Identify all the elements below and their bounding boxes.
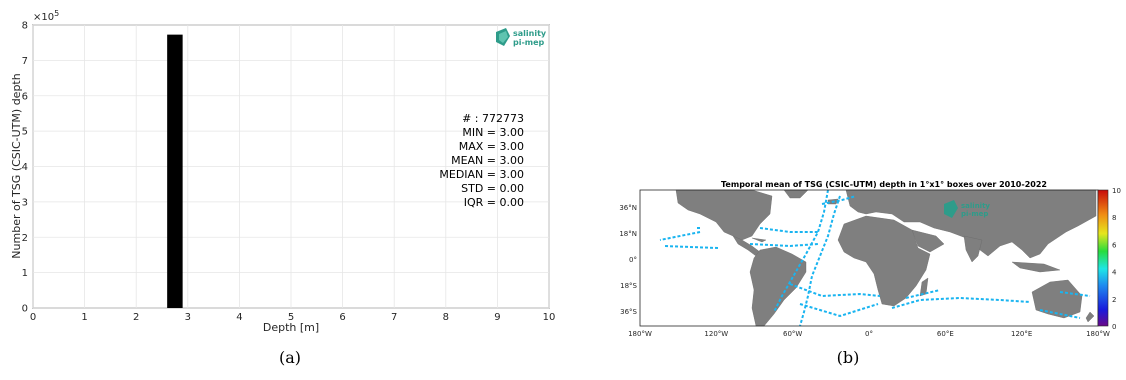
track-south-atlantic <box>789 283 881 318</box>
hist-stats-box: # : 772773 MIN = 3.00 MAX = 3.00 MEAN = … <box>439 112 524 209</box>
hist-y-tick-label: 3 <box>22 197 28 208</box>
map-lon-tick-label: 120°E <box>1011 330 1032 338</box>
panel-a: 0 1 2 3 4 5 6 7 8 9 10 0 1 2 3 4 5 6 7 8 ×105 Depth [m] Nu… <box>10 9 555 367</box>
track-atlantic-east <box>799 195 841 327</box>
caption-b: (b) <box>837 348 860 367</box>
map-lat-tick-label: 0° <box>629 256 637 264</box>
hist-y-tick-label: 0 <box>22 304 28 315</box>
land-eurasia <box>845 189 1097 259</box>
land-arabia <box>911 229 945 253</box>
map-lon-tick-label: 60°W <box>783 330 802 338</box>
colorbar-tick-label: 4 <box>1112 269 1117 277</box>
hist-x-tick-label: 5 <box>288 312 294 323</box>
stat-count: # : 772773 <box>462 112 524 125</box>
colorbar-tick-label: 0 <box>1112 323 1116 331</box>
salinity-logo-line1: salinity <box>513 29 547 38</box>
stat-max: MAX = 3.00 <box>459 140 524 153</box>
hist-y-axis-label: Number of TSG (CSIC-UTM) depth <box>10 73 23 258</box>
map-lon-tick-label: 180°W <box>628 330 652 338</box>
hist-x-tick-label: 2 <box>133 312 139 323</box>
hist-x-tick-label: 3 <box>185 312 191 323</box>
caption-a: (a) <box>279 348 301 367</box>
hist-y-tick-label: 6 <box>22 91 28 102</box>
stat-std: STD = 0.00 <box>461 182 524 195</box>
hist-x-tick-label: 7 <box>391 312 397 323</box>
stat-iqr: IQR = 0.00 <box>464 196 524 209</box>
land-africa <box>837 215 931 307</box>
track-pacific <box>659 227 719 249</box>
hist-y-exponent: ×105 <box>33 9 59 23</box>
stat-mean: MEAN = 3.00 <box>451 154 524 167</box>
colorbar-tick-label: 2 <box>1112 296 1116 304</box>
land-cuba <box>751 237 767 243</box>
map-lat-tick-label: 18°N <box>619 230 637 238</box>
hist-y-tick-label: 8 <box>22 21 28 32</box>
hist-salinity-logo: salinity pi-mep <box>496 28 547 47</box>
colorbar-tick-label: 10 <box>1112 187 1121 195</box>
track-atlantic-main <box>773 189 829 313</box>
track-caribbean <box>749 227 819 248</box>
hist-x-ticks: 0 1 2 3 4 5 6 7 8 9 10 <box>30 312 556 323</box>
track-indian <box>891 289 1031 309</box>
panel-b: Temporal mean of TSG (CSIC-UTM) depth in… <box>619 180 1121 367</box>
map-title: Temporal mean of TSG (CSIC-UTM) depth in… <box>721 180 1047 189</box>
land-new-zealand <box>1085 311 1095 323</box>
salinity-logo-line2: pi-mep <box>513 38 545 47</box>
salinity-logo-line1: salinity <box>961 202 990 210</box>
land-indonesia <box>1011 261 1061 273</box>
land-india <box>963 235 983 263</box>
colorbar-ticks: 10 8 6 4 2 0 <box>1112 187 1121 331</box>
stat-min: MIN = 3.00 <box>462 126 524 139</box>
map-salinity-logo: salinity pi-mep <box>944 200 990 218</box>
map-lon-tick-label: 60°E <box>937 330 954 338</box>
land-south-america <box>749 246 807 327</box>
map-tracks <box>659 189 1091 327</box>
map-lon-tick-label: 0° <box>865 330 873 338</box>
map-land <box>675 189 1097 327</box>
salinity-logo-line2: pi-mep <box>961 210 988 218</box>
map-lat-tick-label: 18°S <box>620 282 637 290</box>
hist-y-ticks: 0 1 2 3 4 5 6 7 8 <box>22 21 28 315</box>
hist-x-tick-label: 9 <box>494 312 500 323</box>
hist-x-axis-label: Depth [m] <box>263 321 319 334</box>
colorbar <box>1097 189 1109 327</box>
map-lat-tick-label: 36°N <box>619 204 637 212</box>
hist-bar <box>167 34 183 308</box>
hist-x-tick-label: 6 <box>339 312 345 323</box>
map-lon-tick-label: 180°W <box>1086 330 1110 338</box>
hist-y-tick-label: 1 <box>22 268 28 279</box>
hist-y-tick-label: 7 <box>22 56 28 67</box>
track-north-atlantic <box>821 195 857 205</box>
hist-bars <box>167 34 183 308</box>
hist-x-tick-label: 10 <box>543 312 556 323</box>
hist-y-tick-label: 2 <box>22 233 28 244</box>
map-lon-ticks: 180°W 120°W 60°W 0° 60°E 120°E 180°W <box>628 330 1110 338</box>
colorbar-tick-label: 8 <box>1112 214 1116 222</box>
land-australia <box>1031 279 1083 319</box>
map-lat-tick-label: 36°S <box>620 308 637 316</box>
map-lat-ticks: 36°N 18°N 0° 18°S 36°S <box>619 204 637 316</box>
hist-y-tick-label: 5 <box>22 127 28 138</box>
salinity-logo-icon <box>944 200 958 218</box>
hist-x-tick-label: 8 <box>443 312 449 323</box>
hist-y-tick-label: 4 <box>22 162 28 173</box>
stat-median: MEDIAN = 3.00 <box>439 168 524 181</box>
hist-x-tick-label: 4 <box>236 312 242 323</box>
hist-x-tick-label: 0 <box>30 312 36 323</box>
map-lon-tick-label: 120°W <box>704 330 728 338</box>
track-south-pacific <box>1039 291 1091 319</box>
hist-x-tick-label: 1 <box>81 312 87 323</box>
hist-grid <box>32 24 550 309</box>
colorbar-tick-label: 6 <box>1112 241 1117 249</box>
